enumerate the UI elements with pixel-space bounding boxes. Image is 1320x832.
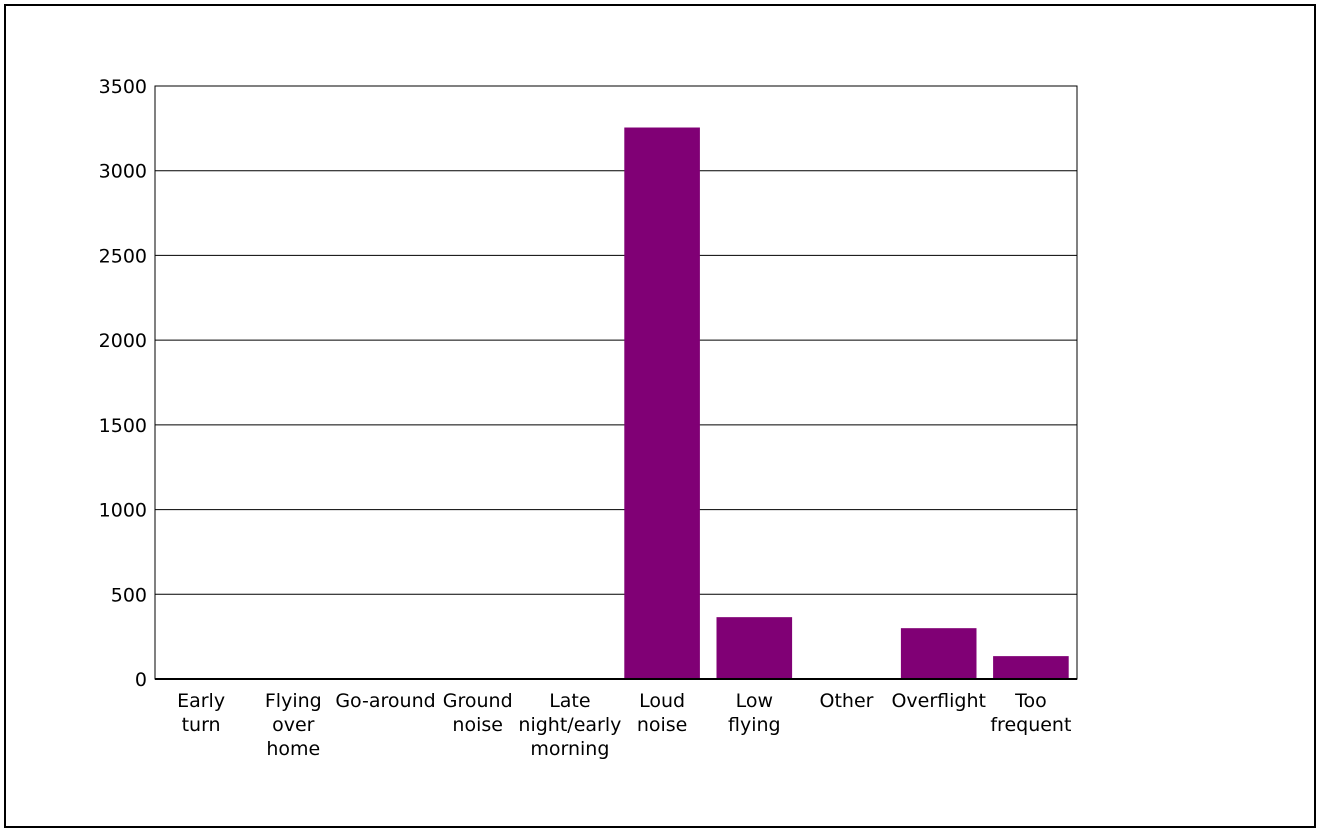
x-tick-label-line: Loud bbox=[639, 690, 685, 712]
x-tick-label-0: Early turn bbox=[177, 690, 225, 736]
x-tick-label-8: Overflight bbox=[891, 690, 986, 712]
bar-9 bbox=[993, 656, 1069, 679]
x-tick-label-line: turn bbox=[182, 714, 221, 736]
y-tick-label-1000: 1000 bbox=[99, 500, 147, 522]
x-tick-label-line: morning bbox=[530, 738, 609, 760]
x-tick-label-line: frequent bbox=[990, 714, 1071, 736]
x-tick-label-line: Low bbox=[736, 690, 773, 712]
plot-area bbox=[155, 86, 1077, 679]
y-tick-label-2000: 2000 bbox=[99, 330, 147, 352]
x-tick-label-line: Too bbox=[1014, 690, 1047, 712]
x-tick-label-line: noise bbox=[637, 714, 688, 736]
x-tick-label-3: Ground noise bbox=[443, 690, 513, 736]
x-tick-label-line: Late bbox=[549, 690, 590, 712]
x-tick-label-line: night/early bbox=[518, 714, 621, 736]
y-tick-label-2500: 2500 bbox=[99, 245, 147, 267]
x-tick-label-line: Other bbox=[820, 690, 874, 712]
x-tick-label-line: Early bbox=[177, 690, 225, 712]
x-tick-label-5: Loud noise bbox=[637, 690, 688, 736]
x-tick-label-9: Too frequent bbox=[990, 690, 1071, 736]
x-tick-label-7: Other bbox=[820, 690, 874, 712]
y-tick-label-1500: 1500 bbox=[99, 415, 147, 437]
x-tick-label-line: flying bbox=[728, 714, 781, 736]
x-tick-label-line: over bbox=[272, 714, 315, 736]
bar-6 bbox=[716, 617, 793, 679]
x-tick-label-line: Go-around bbox=[335, 690, 435, 712]
x-tick-label-line: Overflight bbox=[891, 690, 986, 712]
x-tick-label-4: Late night/early morning bbox=[518, 690, 621, 760]
x-tick-label-6: Low flying bbox=[728, 690, 781, 736]
y-tick-label-3000: 3000 bbox=[99, 161, 147, 183]
x-tick-label-line: noise bbox=[452, 714, 503, 736]
x-tick-label-line: Flying bbox=[265, 690, 322, 712]
y-tick-label-0: 0 bbox=[135, 669, 147, 691]
bar-8 bbox=[900, 628, 977, 679]
y-tick-label-500: 500 bbox=[111, 584, 147, 606]
x-tick-label-line: Ground bbox=[443, 690, 513, 712]
y-tick-label-3500: 3500 bbox=[99, 76, 147, 98]
bar-5 bbox=[624, 127, 700, 679]
x-tick-label-2: Go-around bbox=[335, 690, 435, 712]
x-tick-label-line: home bbox=[266, 738, 320, 760]
x-tick-label-1: Flying over home bbox=[265, 690, 322, 760]
